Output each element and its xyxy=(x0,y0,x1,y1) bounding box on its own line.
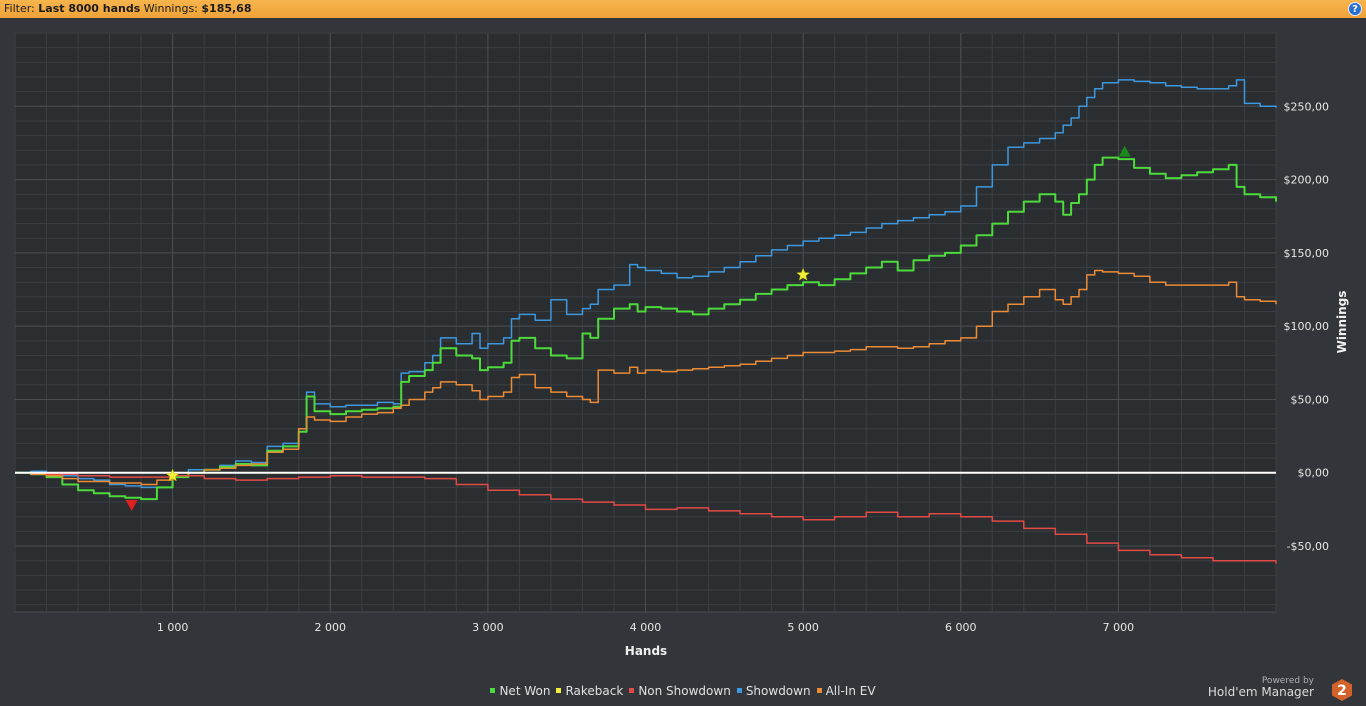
x-tick-label: 3 000 xyxy=(472,621,504,634)
legend-swatch xyxy=(629,688,635,693)
filter-prefix: Filter: xyxy=(4,2,35,15)
legend-item-all-in-ev[interactable]: All-In EV xyxy=(816,684,876,698)
x-tick-label: 6 000 xyxy=(945,621,977,634)
series-line-net-won xyxy=(15,156,1277,501)
y-tick-label: -$50,00 xyxy=(1287,540,1329,553)
high-point-marker xyxy=(1118,145,1131,157)
legend-swatch xyxy=(490,688,496,693)
branding: Powered by Hold'em Manager 2 xyxy=(1208,676,1354,704)
chart-legend: Net Won Rakeback Non Showdown Showdown All-I… xyxy=(0,684,1366,698)
rakeback-star-2 xyxy=(796,267,810,281)
question-icon[interactable]: ? xyxy=(1348,2,1362,16)
series-line-non-showdown xyxy=(15,471,1277,564)
legend-swatch xyxy=(736,688,742,693)
winnings-value: $185,68 xyxy=(201,2,252,15)
y-tick-label: $100,00 xyxy=(1284,320,1330,333)
logo-text: 2 xyxy=(1337,683,1347,699)
y-tick-label: $0,00 xyxy=(1298,467,1330,480)
x-tick-label: 2 000 xyxy=(315,621,347,634)
series-line-all-in-ev xyxy=(15,269,1277,486)
low-point-marker xyxy=(125,499,138,511)
holdem-manager-logo-icon: 2 xyxy=(1332,679,1352,701)
y-axis-title: Winnings xyxy=(1335,291,1349,354)
x-tick-label: 1 000 xyxy=(157,621,189,634)
y-tick-label: $50,00 xyxy=(1291,393,1330,406)
legend-swatch xyxy=(816,688,822,693)
y-tick-label: $200,00 xyxy=(1284,174,1330,187)
legend-label: Net Won xyxy=(499,684,551,698)
legend-item-non-showdown[interactable]: Non Showdown xyxy=(629,684,731,698)
x-tick-label: 5 000 xyxy=(787,621,819,634)
legend-item-net-won[interactable]: Net Won xyxy=(490,684,550,698)
legend-label: Non Showdown xyxy=(638,684,731,698)
y-tick-label: $150,00 xyxy=(1284,247,1330,260)
x-tick-label: 7 000 xyxy=(1103,621,1135,634)
x-axis-title: Hands xyxy=(625,644,667,658)
product-name: Hold'em Manager xyxy=(1207,685,1314,699)
legend-label: All-In EV xyxy=(825,684,876,698)
filter-bar: Filter: Last 8000 hands Winnings: $185,6… xyxy=(0,0,1366,18)
x-tick-label: 4 000 xyxy=(630,621,662,634)
legend-item-rakeback[interactable]: Rakeback xyxy=(556,684,623,698)
powered-by-text: Powered by xyxy=(1261,676,1314,686)
legend-label: Showdown xyxy=(745,684,811,698)
legend-item-showdown[interactable]: Showdown xyxy=(736,684,811,698)
rakeback-star-1 xyxy=(165,468,180,482)
legend-swatch xyxy=(556,688,562,693)
winnings-label: Winnings: xyxy=(143,2,198,15)
filter-value[interactable]: Last 8000 hands xyxy=(38,2,141,15)
winnings-chart: 1 000 2 000 3 000 4 000 5 000 6 000 7 000 -$50,… xyxy=(14,32,1349,658)
legend-label: Rakeback xyxy=(565,684,624,698)
y-tick-label: $250,00 xyxy=(1284,100,1330,113)
